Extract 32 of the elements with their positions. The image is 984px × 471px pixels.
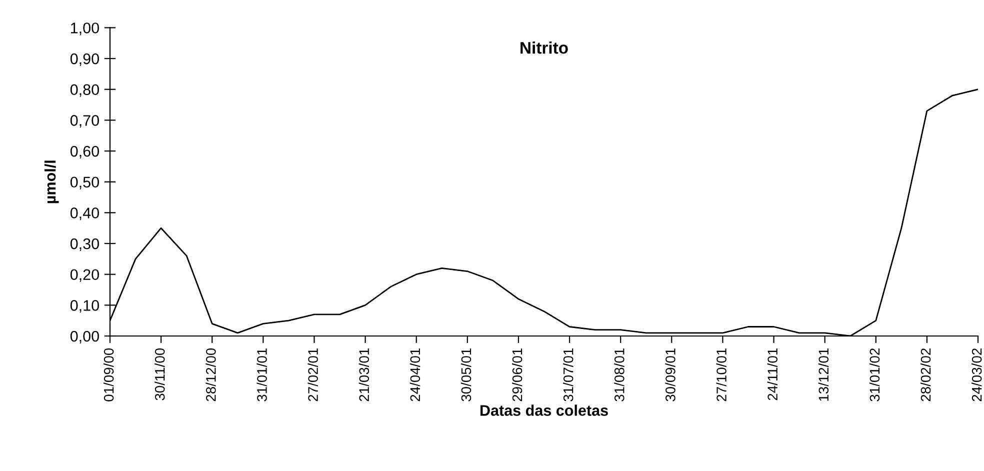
x-tick-label: 24/11/01 [767, 348, 778, 400]
x-tick-label: 21/03/01 [358, 348, 370, 402]
y-tick-label: 0,70 [70, 115, 99, 128]
text: Nitrito [520, 42, 568, 54]
y-axis-title: µmol/l [44, 160, 59, 204]
x-tick-label: 31/01/02 [869, 348, 880, 402]
y-tick-label: 1,00 [71, 22, 99, 36]
y-tick-label: 0,90 [70, 53, 99, 66]
y-tick-label: 0,60 [70, 146, 99, 159]
y-tick-label: 0,10 [70, 300, 99, 313]
x-tick-label: 27/10/01 [716, 348, 726, 402]
x-axis-title: Datas das coletas [480, 404, 608, 416]
x-tick-label: 31/01/01 [256, 348, 267, 402]
y-tick-label: 0,80 [70, 84, 99, 97]
y-tick-label: 0,00 [70, 330, 99, 344]
x-tick-label: 30/05/01 [460, 348, 472, 402]
x-tick-label: 24/04/01 [410, 348, 420, 402]
x-tick-label: 24/03/02 [972, 348, 982, 402]
x-tick-label: 31/07/01 [563, 348, 574, 402]
y-tick-label: 0,30 [70, 238, 99, 251]
y-tick-label: 0,40 [70, 208, 99, 220]
x-tick-label: 13/12/01 [818, 348, 829, 401]
x-tick-label: 31/08/01 [614, 348, 624, 402]
x-tick-label: 29/06/01 [512, 348, 522, 402]
y-tick-label: 0,50 [70, 176, 99, 190]
y-tick-label: 0,20 [70, 269, 99, 282]
x-tick-label: 30/11/00 [154, 348, 165, 400]
x-tick-label: 27/02/01 [308, 348, 318, 402]
x-tick-label: 30/09/01 [665, 348, 676, 402]
x-tick-label: 28/02/02 [920, 348, 931, 402]
x-tick-label: 28/12/00 [206, 348, 216, 402]
x-tick-label: 01/09/00 [104, 348, 114, 402]
